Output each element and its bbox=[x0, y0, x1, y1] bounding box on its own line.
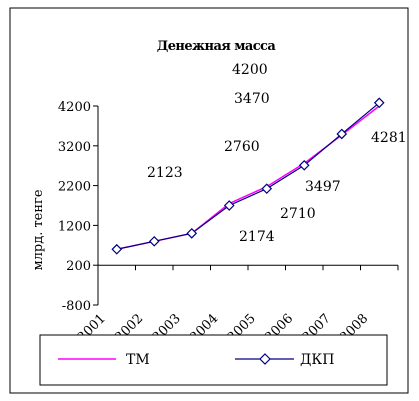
y-tick-label: -800 bbox=[62, 299, 91, 314]
y-axis-label: млрд. тенге bbox=[31, 189, 46, 270]
data-label: 2174 bbox=[239, 229, 275, 245]
data-point-dkp bbox=[336, 128, 348, 140]
series-line-dkp bbox=[116, 102, 380, 250]
data-point-dkp bbox=[298, 159, 310, 171]
data-point-dkp bbox=[111, 243, 123, 255]
data-label: 2760 bbox=[224, 139, 260, 155]
legend-label-dkp: ДКП bbox=[300, 352, 334, 368]
data-label: 4200 bbox=[232, 62, 268, 78]
data-point-dkp bbox=[186, 228, 198, 239]
data-label: 2123 bbox=[147, 165, 183, 181]
data-point-dkp bbox=[148, 235, 160, 247]
data-label: 3470 bbox=[234, 91, 270, 107]
y-tick-label: 1200 bbox=[58, 219, 91, 234]
y-tick-label: 2200 bbox=[58, 180, 91, 195]
chart-border bbox=[9, 7, 409, 394]
y-tick-label: 200 bbox=[66, 259, 91, 274]
legend: ТМ ДКП bbox=[39, 334, 388, 386]
data-point-dkp bbox=[223, 200, 235, 211]
y-tick-label: 4200 bbox=[58, 100, 91, 115]
data-label: 4281 bbox=[371, 130, 407, 146]
data-point-dkp bbox=[261, 183, 273, 195]
data-point-dkp bbox=[373, 97, 385, 109]
chart-title: Денежная масса bbox=[157, 39, 277, 54]
data-label: 3497 bbox=[305, 179, 341, 195]
legend-box bbox=[39, 334, 388, 386]
data-label: 2710 bbox=[280, 206, 316, 222]
y-tick-label: 3200 bbox=[58, 140, 91, 155]
legend-marker-dkp bbox=[259, 353, 271, 365]
legend-label-tm: ТМ bbox=[126, 352, 150, 368]
